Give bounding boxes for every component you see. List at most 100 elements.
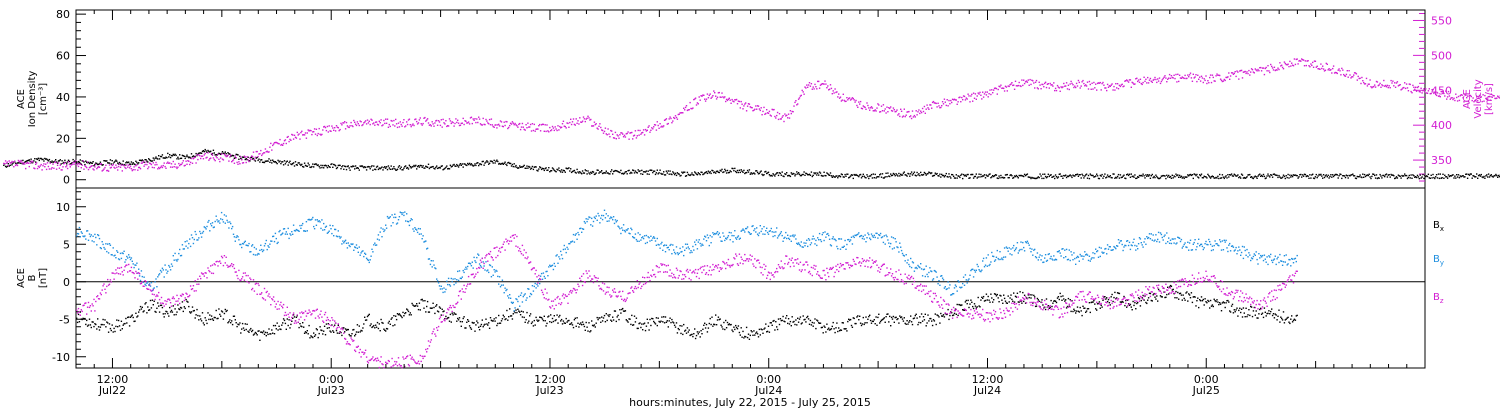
density-point bbox=[389, 168, 391, 170]
velocity-point bbox=[1102, 81, 1104, 84]
velocity-point bbox=[476, 118, 478, 120]
velocity-point bbox=[451, 121, 453, 123]
density-point bbox=[1059, 173, 1061, 175]
velocity-point bbox=[32, 161, 34, 163]
density-point bbox=[1364, 175, 1367, 178]
density-point bbox=[632, 169, 634, 171]
density-point bbox=[1391, 174, 1393, 176]
velocity-point bbox=[1156, 81, 1158, 84]
velocity-point bbox=[1320, 63, 1322, 65]
density-point bbox=[855, 173, 857, 176]
density-point bbox=[519, 165, 521, 167]
velocity-point bbox=[696, 102, 699, 104]
density-point bbox=[674, 172, 677, 175]
density-point bbox=[1350, 174, 1352, 176]
velocity-point bbox=[372, 123, 374, 125]
density-point bbox=[190, 153, 193, 155]
density-point bbox=[1126, 173, 1129, 175]
velocity-point bbox=[568, 126, 570, 128]
density-point bbox=[1212, 176, 1214, 178]
velocity-point bbox=[1309, 66, 1311, 68]
velocity-point bbox=[910, 117, 913, 120]
velocity-point bbox=[1151, 81, 1153, 83]
density-point bbox=[34, 158, 36, 160]
density-point bbox=[1089, 173, 1091, 175]
velocity-point bbox=[1149, 77, 1152, 80]
density-point bbox=[235, 153, 237, 156]
density-point bbox=[244, 158, 246, 161]
velocity-point bbox=[612, 133, 614, 135]
velocity-point bbox=[1216, 73, 1218, 75]
velocity-point bbox=[1204, 79, 1206, 82]
velocity-point bbox=[1202, 81, 1204, 84]
density-point bbox=[1211, 175, 1214, 177]
density-point bbox=[1044, 173, 1046, 175]
density-point bbox=[250, 156, 252, 159]
velocity-point bbox=[1385, 86, 1388, 88]
velocity-point bbox=[1405, 83, 1408, 85]
velocity-point bbox=[164, 165, 166, 168]
density-point bbox=[334, 164, 336, 166]
velocity-point bbox=[717, 92, 720, 94]
density-point bbox=[672, 171, 674, 173]
velocity-point bbox=[362, 124, 364, 126]
velocity-point bbox=[1012, 84, 1014, 87]
velocity-point bbox=[1438, 95, 1441, 97]
density-point bbox=[960, 174, 962, 176]
velocity-point bbox=[1459, 95, 1461, 97]
velocity-point bbox=[96, 167, 98, 170]
velocity-point bbox=[1058, 87, 1060, 89]
velocity-point bbox=[335, 125, 338, 127]
velocity-point bbox=[557, 125, 559, 127]
density-point bbox=[877, 176, 879, 178]
velocity-point bbox=[939, 107, 941, 109]
velocity-point bbox=[1011, 82, 1013, 84]
velocity-point bbox=[1147, 76, 1149, 79]
velocity-point bbox=[205, 157, 207, 159]
velocity-point bbox=[401, 125, 403, 127]
velocity-point bbox=[377, 124, 380, 126]
density-point bbox=[892, 172, 895, 175]
velocity-point bbox=[533, 123, 535, 126]
density-point bbox=[121, 163, 123, 166]
velocity-point bbox=[519, 128, 522, 131]
density-point bbox=[1209, 177, 1212, 179]
density-point bbox=[1429, 177, 1431, 179]
velocity-point bbox=[807, 86, 809, 88]
velocity-point bbox=[527, 122, 529, 124]
velocity-point bbox=[14, 160, 16, 163]
velocity-point bbox=[702, 94, 704, 96]
density-point bbox=[200, 152, 202, 154]
density-point bbox=[623, 172, 626, 174]
density-point bbox=[870, 173, 873, 176]
velocity-point bbox=[1147, 82, 1150, 84]
density-point bbox=[21, 162, 23, 165]
density-point bbox=[615, 170, 617, 172]
density-point bbox=[358, 169, 360, 171]
velocity-point bbox=[842, 93, 844, 95]
velocity-point bbox=[470, 116, 473, 118]
density-point bbox=[1335, 173, 1338, 176]
density-point bbox=[1098, 177, 1101, 180]
density-point bbox=[1153, 175, 1155, 178]
velocity-point bbox=[17, 159, 20, 162]
velocity-point bbox=[1384, 85, 1386, 87]
velocity-point bbox=[55, 168, 58, 170]
density-point bbox=[289, 160, 291, 162]
density-point bbox=[1363, 176, 1365, 178]
density-point bbox=[1462, 175, 1464, 177]
velocity-point bbox=[837, 96, 839, 98]
density-point bbox=[571, 170, 574, 173]
density-point bbox=[141, 159, 143, 161]
velocity-point bbox=[1210, 81, 1213, 84]
density-point bbox=[1412, 174, 1414, 176]
velocity-point bbox=[364, 120, 367, 122]
density-point bbox=[627, 170, 629, 172]
density-point bbox=[1086, 177, 1089, 179]
velocity-point bbox=[454, 122, 456, 125]
density-point bbox=[1393, 175, 1395, 177]
velocity-point bbox=[60, 169, 62, 171]
velocity-point bbox=[421, 124, 423, 126]
velocity-point bbox=[1456, 100, 1459, 102]
velocity-point bbox=[76, 162, 79, 165]
